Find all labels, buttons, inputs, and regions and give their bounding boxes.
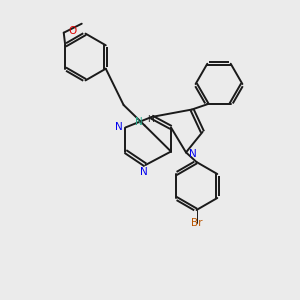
Text: N: N	[140, 167, 148, 177]
Text: Br: Br	[191, 218, 202, 228]
Text: N: N	[189, 148, 196, 159]
Text: H: H	[147, 116, 153, 124]
Text: N: N	[115, 122, 123, 133]
Text: N: N	[135, 117, 143, 128]
Text: O: O	[68, 26, 76, 36]
